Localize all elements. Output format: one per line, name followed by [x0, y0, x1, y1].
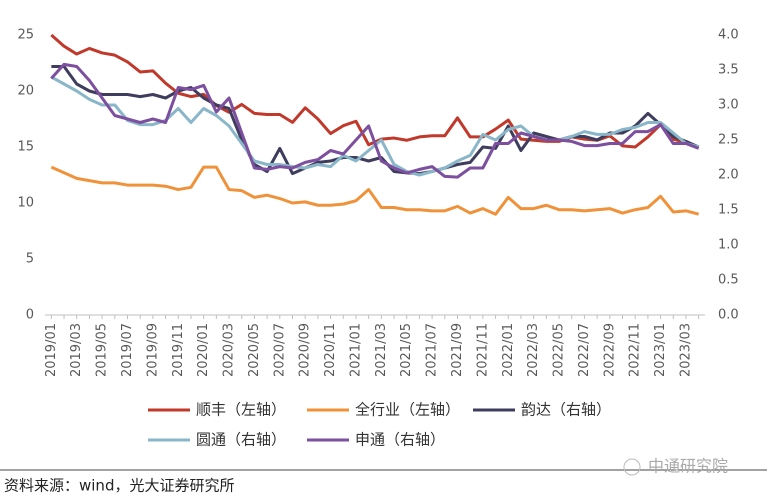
y2-tick-label: 4.0	[718, 28, 739, 43]
x-tick-label: 2022/11	[628, 323, 643, 377]
series-line	[50, 165, 700, 216]
x-tick-label: 2022/03	[526, 323, 541, 377]
y-tick-label: 25	[17, 28, 34, 43]
series-line	[51, 65, 700, 176]
legend-label: 全行业（左轴）	[355, 401, 460, 419]
legend-label: 申通（右轴）	[355, 431, 445, 449]
y-tick-label: 15	[17, 140, 34, 155]
x-tick-label: 2021/11	[475, 323, 490, 377]
x-tick-label: 2019/03	[69, 323, 84, 377]
x-tick-label: 2019/09	[145, 323, 160, 377]
y2-tick-label: 3.5	[718, 63, 739, 78]
x-tick-label: 2022/05	[552, 323, 567, 377]
legend-label: 韵达（右轴）	[521, 401, 611, 419]
x-tick-label: 2019/07	[120, 323, 135, 377]
x-tick-label: 2020/11	[323, 323, 338, 377]
y-tick-label: 20	[17, 84, 34, 99]
x-tick-label: 2022/07	[577, 323, 592, 377]
legend-label: 圆通（右轴）	[196, 431, 286, 449]
x-tick-label: 2021/05	[399, 323, 414, 377]
legend-label: 顺丰（左轴）	[196, 401, 286, 419]
x-tick-label: 2019/01	[44, 323, 59, 377]
y2-tick-label: 2.0	[718, 168, 739, 183]
series-line	[50, 33, 700, 149]
x-tick-label: 2022/01	[501, 323, 516, 377]
x-tick-label: 2022/09	[602, 323, 617, 377]
x-tick-label: 2023/03	[678, 323, 693, 377]
y-tick-label: 0	[26, 308, 34, 323]
x-tick-label: 2019/11	[171, 323, 186, 377]
x-tick-label: 2023/01	[653, 323, 668, 377]
y2-tick-label: 2.5	[718, 133, 739, 148]
y2-tick-label: 0.5	[718, 273, 739, 288]
x-tick-label: 2021/03	[374, 323, 389, 377]
source: 资料来源：wind，光大证券研究所	[4, 477, 234, 495]
x-tick-label: 2020/03	[222, 323, 237, 377]
x-tick-label: 2020/09	[298, 323, 313, 377]
watermark-icon	[623, 458, 641, 476]
x-tick-label: 2021/09	[450, 323, 465, 377]
y2-tick-label: 1.0	[718, 238, 739, 253]
x-tick-label: 2020/05	[247, 323, 262, 377]
y2-tick-label: 1.5	[718, 203, 739, 218]
y-tick-label: 10	[17, 196, 34, 211]
x-tick-label: 2019/05	[95, 323, 110, 377]
x-tick-label: 2021/07	[425, 323, 440, 377]
y2-tick-label: 3.0	[718, 98, 739, 113]
y2-tick-label: 0.0	[718, 308, 739, 323]
x-tick-label: 2021/01	[348, 323, 363, 377]
x-tick-label: 2020/07	[272, 323, 287, 377]
x-tick-label: 2020/01	[196, 323, 211, 377]
watermark: 中通研究院	[648, 457, 728, 476]
series-line	[50, 62, 700, 179]
y-tick-label: 5	[26, 252, 34, 267]
